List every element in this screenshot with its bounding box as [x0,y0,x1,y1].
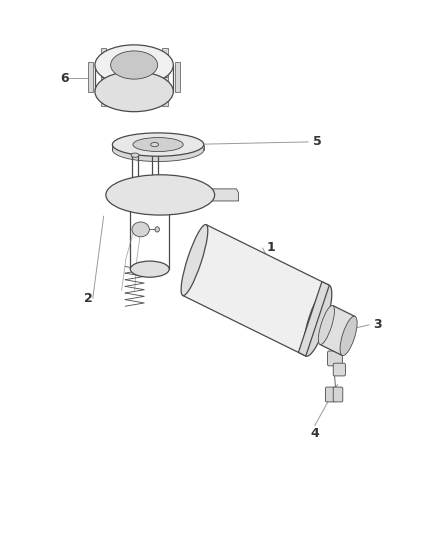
Ellipse shape [95,71,173,112]
Ellipse shape [303,285,332,356]
Ellipse shape [113,138,204,161]
Text: 4: 4 [311,427,319,440]
Polygon shape [175,62,180,92]
Text: 1: 1 [267,241,276,254]
Polygon shape [88,62,93,92]
Polygon shape [183,225,329,356]
Ellipse shape [133,138,183,151]
FancyBboxPatch shape [325,387,335,402]
Ellipse shape [106,175,215,215]
Text: 3: 3 [374,318,382,332]
Ellipse shape [131,261,169,277]
Ellipse shape [151,142,159,147]
Ellipse shape [113,133,204,156]
Ellipse shape [132,222,149,237]
FancyBboxPatch shape [333,387,343,402]
Polygon shape [298,281,329,356]
Ellipse shape [340,316,357,356]
Polygon shape [101,48,106,77]
Polygon shape [101,77,106,106]
Text: 2: 2 [84,292,93,305]
Ellipse shape [181,224,208,296]
FancyBboxPatch shape [328,351,343,366]
Text: 6: 6 [60,72,69,85]
Polygon shape [320,305,355,356]
Polygon shape [204,189,239,201]
Ellipse shape [155,227,159,232]
Ellipse shape [111,51,158,79]
Ellipse shape [131,153,139,157]
Text: 5: 5 [313,135,321,148]
Ellipse shape [318,305,335,345]
Polygon shape [162,77,167,106]
Ellipse shape [95,45,173,85]
Polygon shape [162,48,167,77]
FancyBboxPatch shape [333,363,346,376]
